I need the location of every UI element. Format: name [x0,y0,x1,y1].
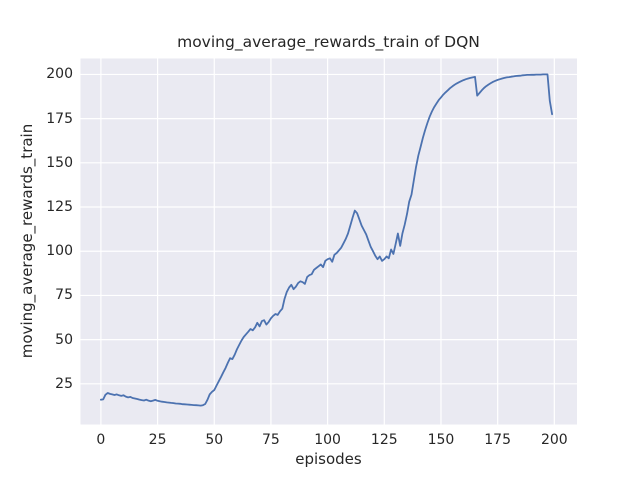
x-tick-label: 100 [314,432,341,448]
x-tick-label: 75 [262,432,280,448]
y-tick-label: 100 [46,243,73,260]
y-tick-label: 25 [55,375,73,392]
x-tick-label: 200 [540,432,568,448]
y-tick-label: 50 [55,331,73,348]
x-tick-label: 150 [427,432,455,448]
y-tick-label: 175 [46,110,73,127]
plot-background [80,58,577,425]
x-tick-label: 50 [205,432,224,448]
y-tick-label: 200 [46,66,73,83]
y-tick-label: 150 [46,154,73,171]
reward-curve [100,73,553,407]
chart-title: moving_average_rewards_train of DQN [177,33,480,51]
x-tick-label: 25 [148,432,167,448]
x-tick-label: 175 [484,432,511,448]
y-tick-label: 125 [46,199,73,216]
x-tick-label: 0 [96,432,106,448]
x-tick-label: 125 [370,432,398,448]
y-tick-label: 75 [55,287,73,304]
x-axis-label: episodes [295,450,362,468]
